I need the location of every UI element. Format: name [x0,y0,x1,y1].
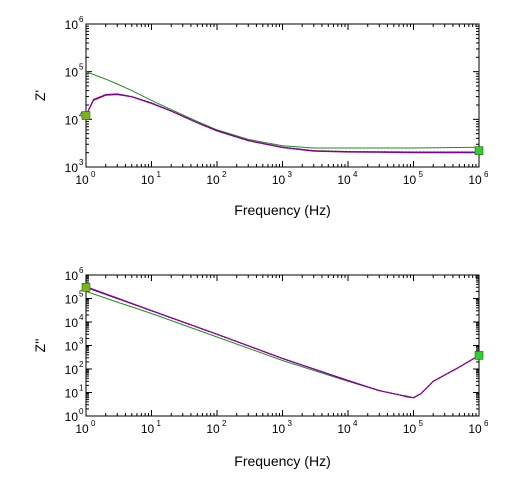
x-tick-label: 10 [141,422,155,436]
x-tick-label: 10 [272,173,286,187]
series-line-2 [86,93,479,153]
x-tick-label: 10 [75,422,89,436]
x-tick-label-exponent: 0 [91,170,96,179]
x-axis-label: Frequency (Hz) [234,202,330,218]
chart-1: 10 0 10 1 10 2 10 3 10 4 10 5 10 610 310 410 510 6Frequen… [32,15,489,218]
x-tick-label: 10 [206,173,220,187]
y-tick-label: 10 [65,66,79,80]
x-axis-label: Frequency (Hz) [234,453,330,469]
endpoint-marker-2 [474,351,484,360]
y-axis-label: Z' [32,90,48,101]
series-line-3 [86,93,479,153]
y-tick-label-exponent: 5 [79,290,84,299]
y-axis-label: Z'' [32,339,48,353]
x-tick-label-exponent: 2 [222,419,227,428]
series-line-4 [86,94,479,154]
series-line-1 [86,71,479,149]
x-tick-label-exponent: 1 [157,170,162,179]
x-tick-label: 10 [272,422,286,436]
y-tick-label-exponent: 4 [79,313,84,322]
y-tick-label: 10 [65,293,79,307]
y-tick-label: 10 [65,316,79,330]
x-tick-label-exponent: 4 [353,170,358,179]
series-group [86,286,479,399]
y-tick-label-exponent: 6 [79,266,84,275]
series-group [86,71,479,154]
x-tick-label-exponent: 0 [91,419,96,428]
endpoint-marker-1 [81,111,91,120]
y-tick-label-exponent: 1 [79,384,84,393]
x-tick-label: 10 [206,422,220,436]
x-tick-label-exponent: 4 [353,419,358,428]
x-tick-label-exponent: 5 [419,170,424,179]
x-tick-label: 10 [141,173,155,187]
endpoint-marker-1 [81,282,91,292]
y-tick-label-exponent: 6 [79,15,84,24]
x-tick-label: 10 [403,173,417,187]
plot-frame [85,274,480,417]
series-line-3 [86,286,479,399]
y-tick-label: 10 [65,113,79,127]
y-tick-label-exponent: 0 [79,407,84,416]
y-tick-label-exponent: 4 [79,110,84,119]
series-line-4 [86,286,479,399]
y-tick-label: 10 [65,340,79,354]
y-tick-label: 10 [65,269,79,283]
x-tick-label-exponent: 5 [419,419,424,428]
x-tick-label: 10 [337,173,351,187]
x-tick-label: 10 [403,422,417,436]
x-tick-label: 10 [75,173,89,187]
x-tick-label-exponent: 6 [484,419,489,428]
y-tick-label: 10 [65,363,79,377]
x-tick-label-exponent: 3 [288,419,293,428]
y-tick-label: 10 [65,410,79,424]
y-tick-label-exponent: 3 [79,337,84,346]
y-tick-label-exponent: 5 [79,63,84,72]
y-tick-label-exponent: 2 [79,360,84,369]
y-tick-label-exponent: 3 [79,158,84,167]
series-line-2 [86,286,479,399]
x-tick-label-exponent: 2 [222,170,227,179]
x-tick-label-exponent: 1 [157,419,162,428]
y-tick-label: 10 [65,387,79,401]
x-tick-label-exponent: 6 [484,170,489,179]
x-tick-label: 10 [468,173,482,187]
series-line-1 [86,290,479,399]
y-tick-label: 10 [65,18,79,32]
y-tick-label: 10 [65,161,79,175]
endpoint-marker-2 [474,146,484,155]
x-tick-label-exponent: 3 [288,170,293,179]
chart-2: 10 0 10 1 10 2 10 3 10 4 10 5 10 610 010 110 210 310 410 51… [32,266,489,469]
x-tick-label: 10 [468,422,482,436]
x-tick-label: 10 [337,422,351,436]
